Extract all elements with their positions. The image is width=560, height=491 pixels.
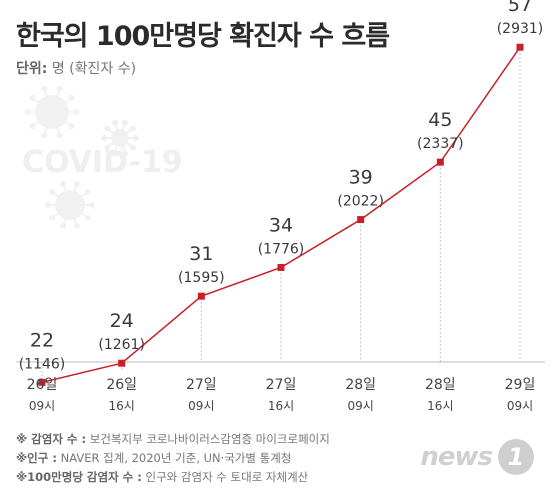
data-point xyxy=(277,263,285,271)
covid-watermark: COVID-19 xyxy=(22,145,183,180)
x-tick-label: 26일 xyxy=(27,377,58,393)
x-tick-label: 09시 xyxy=(188,399,214,413)
x-tick-label: 27일 xyxy=(186,377,217,393)
data-label: 45 xyxy=(428,109,452,131)
x-tick-label: 09시 xyxy=(507,399,533,413)
x-tick-label: 16시 xyxy=(109,399,135,413)
data-point xyxy=(197,292,205,300)
data-label: 31 xyxy=(189,243,213,265)
data-point xyxy=(38,378,46,386)
data-annotation: (1776) xyxy=(258,241,305,257)
x-tick-label: 09시 xyxy=(29,399,55,413)
data-annotation: (1595) xyxy=(178,270,225,286)
virus-watermark-icon xyxy=(25,86,139,229)
logo-badge: 1 xyxy=(498,439,534,475)
data-annotation: (2022) xyxy=(337,194,384,210)
data-label: 39 xyxy=(349,167,373,189)
x-tick-label: 28일 xyxy=(345,377,376,393)
data-point xyxy=(516,43,524,51)
data-label: 57 xyxy=(508,0,532,16)
footer-note-3: ※100만명당 감염자 수 : 인구와 감염자 수 토대로 자체계산 xyxy=(16,470,309,484)
logo-text: news xyxy=(420,442,493,472)
data-label: 34 xyxy=(269,214,293,236)
x-tick-label: 27일 xyxy=(266,377,297,393)
footer-note-1: ※ 감염자 수 : 보건복지부 코로나바이러스감염증 마이크로페이지 xyxy=(16,432,330,446)
x-tick-label: 16시 xyxy=(427,399,453,413)
data-annotation: (1261) xyxy=(98,337,145,353)
unit-text: 명 (확진자 수) xyxy=(51,61,137,77)
x-tick-label: 09시 xyxy=(348,399,374,413)
unit-label: 단위: xyxy=(16,61,48,77)
footer-note-2: ※인구 : NAVER 집계, 2020년 기준, UN·국가별 통계청 xyxy=(16,451,292,465)
news1-logo: news 1 xyxy=(420,439,534,475)
x-tick-label: 29일 xyxy=(505,377,536,393)
data-point xyxy=(118,359,126,367)
footer-notes: ※ 감염자 수 : 보건복지부 코로나바이러스감염증 마이크로페이지 ※인구 :… xyxy=(16,430,330,487)
data-annotation: (1146) xyxy=(19,356,66,372)
x-tick-label: 26일 xyxy=(106,377,137,393)
data-annotation: (2337) xyxy=(417,136,464,152)
data-label: 22 xyxy=(30,329,54,351)
x-tick-label: 28일 xyxy=(425,377,456,393)
chart-title: 한국의 100만명당 확진자 수 흐름 xyxy=(16,21,390,52)
data-point xyxy=(357,216,365,224)
data-annotation: (2931) xyxy=(497,21,544,37)
unit-note: 단위: 명 (확진자 수) xyxy=(16,58,136,78)
x-tick-label: 16시 xyxy=(268,399,294,413)
data-label: 24 xyxy=(110,310,134,332)
data-point xyxy=(436,158,444,166)
